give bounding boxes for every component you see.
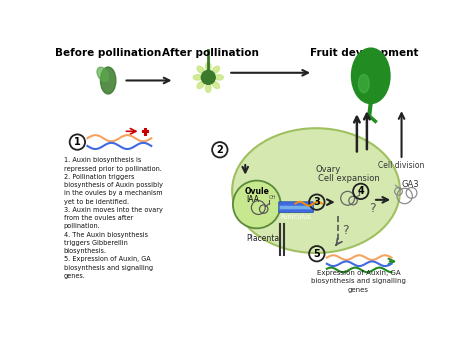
Text: 1. Auxin biosynthesis is
repressed prior to pollination.
2. Pollination triggers: 1. Auxin biosynthesis is repressed prior… bbox=[64, 157, 163, 279]
Text: Funiculus: Funiculus bbox=[281, 214, 311, 220]
Circle shape bbox=[233, 181, 281, 228]
Ellipse shape bbox=[97, 67, 109, 82]
Text: 2: 2 bbox=[217, 145, 223, 155]
Ellipse shape bbox=[352, 48, 390, 103]
Text: Fruit development: Fruit development bbox=[310, 48, 419, 58]
Text: Cell expansion: Cell expansion bbox=[319, 174, 380, 183]
Ellipse shape bbox=[206, 84, 211, 92]
Ellipse shape bbox=[358, 74, 369, 93]
Ellipse shape bbox=[212, 66, 219, 73]
Text: 3: 3 bbox=[313, 197, 320, 207]
Text: ?: ? bbox=[342, 224, 349, 237]
Ellipse shape bbox=[193, 75, 202, 80]
Text: ?: ? bbox=[369, 202, 375, 215]
Ellipse shape bbox=[100, 67, 116, 94]
Text: OH: OH bbox=[269, 195, 277, 200]
FancyBboxPatch shape bbox=[279, 202, 313, 213]
Text: 4: 4 bbox=[357, 186, 364, 196]
FancyBboxPatch shape bbox=[280, 206, 312, 209]
Text: Before pollination: Before pollination bbox=[55, 48, 161, 58]
Text: 1: 1 bbox=[74, 137, 81, 147]
Text: Expression of Auxin, GA
biosynthesis and signalling
genes: Expression of Auxin, GA biosynthesis and… bbox=[311, 270, 406, 293]
Circle shape bbox=[201, 70, 215, 84]
Text: After pollination: After pollination bbox=[162, 48, 259, 58]
Ellipse shape bbox=[215, 75, 223, 80]
Text: IAA: IAA bbox=[246, 194, 259, 204]
Text: GA3: GA3 bbox=[402, 180, 419, 189]
Ellipse shape bbox=[206, 62, 211, 71]
Text: Ovary: Ovary bbox=[316, 164, 341, 174]
Ellipse shape bbox=[212, 82, 219, 89]
Text: Cell division: Cell division bbox=[378, 161, 425, 171]
Text: Ovule: Ovule bbox=[245, 187, 269, 196]
Ellipse shape bbox=[232, 128, 400, 253]
Ellipse shape bbox=[197, 66, 204, 73]
Ellipse shape bbox=[197, 82, 204, 89]
Text: Placenta: Placenta bbox=[246, 234, 280, 243]
Text: 5: 5 bbox=[313, 249, 320, 259]
